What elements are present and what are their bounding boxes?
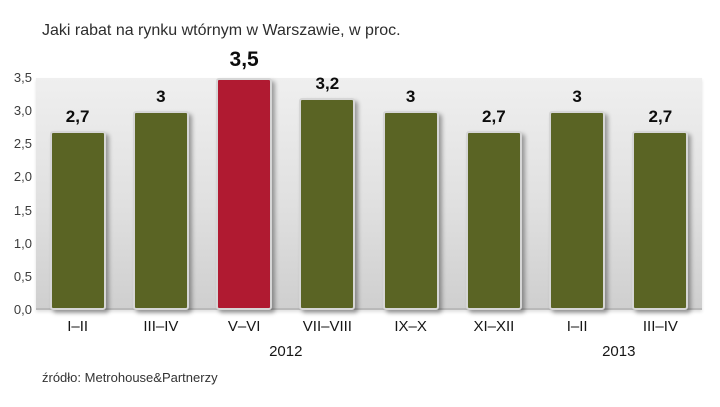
- year-label: 2013: [602, 343, 636, 360]
- y-axis-tick-label: 1,0: [13, 235, 32, 251]
- chart-title: Jaki rabat na rynku wtórnym w Warszawie,…: [42, 22, 401, 39]
- x-axis-label: III–IV: [143, 318, 179, 335]
- bar: [49, 131, 106, 310]
- bar-value-label: 3,5: [229, 48, 259, 71]
- x-axis-label: IX–X: [394, 318, 427, 335]
- bar-value-label: 3: [405, 87, 416, 107]
- x-axis-label: I–II: [566, 318, 588, 335]
- x-axis-label: VII–VIII: [302, 318, 352, 335]
- y-axis-tick-label: 0,0: [13, 302, 32, 317]
- x-axis-label: V–VI: [227, 318, 261, 335]
- y-axis-tick-label: 3,5: [13, 70, 32, 85]
- y-axis-tick-label: 3,0: [13, 103, 32, 119]
- x-axis-label: XI–XII: [473, 318, 515, 335]
- bar: [465, 131, 522, 310]
- x-axis-label: III–IV: [642, 318, 678, 335]
- y-axis-tick-label: 2,5: [13, 136, 32, 152]
- x-axis-label: I–II: [67, 318, 89, 335]
- bar-value-label: 3,2: [315, 73, 340, 93]
- y-axis-tick-label: 0,5: [13, 268, 32, 284]
- bar-value-label: 3: [572, 87, 582, 107]
- source-note: źródło: Metrohouse&Partnerzy: [42, 370, 218, 385]
- y-axis-tick-label: 1,5: [13, 202, 32, 218]
- bar-value-label: 2,7: [65, 107, 90, 127]
- year-label: 2012: [269, 343, 303, 360]
- bar-highlighted: [216, 78, 273, 310]
- bar: [382, 111, 439, 310]
- bar: [632, 131, 689, 310]
- y-axis-tick-label: 2,0: [13, 169, 32, 185]
- bar-value-label: 2,7: [482, 107, 506, 127]
- bar: [549, 111, 606, 310]
- bar: [299, 97, 356, 310]
- bar-value-label: 2,7: [648, 107, 673, 127]
- bar: [132, 111, 189, 310]
- bar-value-label: 3: [156, 87, 166, 107]
